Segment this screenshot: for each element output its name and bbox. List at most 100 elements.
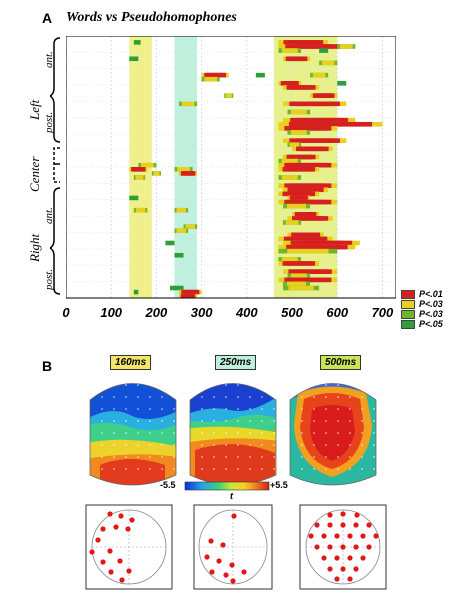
topomap-electrode-dot <box>301 456 303 458</box>
x-tick-label: 100 <box>100 305 123 320</box>
topomap-electrode-dot <box>237 444 239 446</box>
topomap-electrode-dot <box>313 420 315 422</box>
significance-cell <box>290 199 326 205</box>
topomap-electrode-dot <box>125 444 127 446</box>
topomap-electrode-dot <box>149 420 151 422</box>
topomap-electrode-dot <box>261 456 263 458</box>
topomap-electrode-dot <box>337 384 339 386</box>
x-tick-label: 700 <box>371 305 394 320</box>
topomap-electrode-dot <box>101 396 103 398</box>
topomap-electrode-dot <box>313 432 315 434</box>
significance-cell <box>153 171 160 176</box>
time-label-500: 500ms <box>320 355 362 370</box>
legend-swatch-p03-green <box>401 309 415 319</box>
topomap-electrode-dot <box>273 384 275 386</box>
topomap-electrode-dot <box>161 384 163 386</box>
topomap-electrode-dot <box>101 456 103 458</box>
topomap-electrode-dot <box>301 444 303 446</box>
topomap-electrode-dot <box>313 456 315 458</box>
topomap-electrode-dot <box>237 420 239 422</box>
topomap-electrode-dot <box>213 432 215 434</box>
topomap-electrode-dot <box>361 444 363 446</box>
electrode-panel-500 <box>299 504 387 590</box>
topomap-electrode-dot <box>373 408 375 410</box>
topomap-electrode-dot <box>301 408 303 410</box>
topomap-electrode-dot <box>373 444 375 446</box>
topomap-electrode-dot <box>101 408 103 410</box>
topomap-electrode-dot <box>337 396 339 398</box>
topography-panel <box>85 383 387 590</box>
colorbar <box>184 481 270 491</box>
topomap-electrode-dot <box>201 408 203 410</box>
topomap-electrode-dot <box>137 468 139 470</box>
significance-cell <box>295 138 334 143</box>
significance-cell <box>204 76 217 82</box>
topomap-electrode-dot <box>225 420 227 422</box>
significance-cell <box>132 167 144 172</box>
significance-cell <box>165 240 175 246</box>
significance-cell <box>339 44 353 49</box>
topomap-electrode-dot <box>213 468 215 470</box>
topomap-electrode-dot <box>125 420 127 422</box>
significance-cell <box>281 158 298 164</box>
topomap-electrode-dot <box>337 408 339 410</box>
significance-cell <box>289 142 300 148</box>
topomap-electrode-dot <box>349 444 351 446</box>
topomap-electrode-dot <box>149 384 151 386</box>
significance-cell <box>207 72 224 78</box>
topomap-electrode-dot <box>373 384 375 386</box>
topomap-electrode-dot <box>201 432 203 434</box>
topomap-electrode-dot <box>225 408 227 410</box>
significance-cell <box>290 130 307 135</box>
topomap-electrode-dot <box>225 444 227 446</box>
significance-cell <box>292 44 333 49</box>
topomap-electrode-dot <box>237 384 239 386</box>
significance-heatmap <box>66 36 396 299</box>
significance-cell <box>297 212 314 217</box>
significance-cell <box>315 93 332 98</box>
significance-cell <box>281 257 298 262</box>
region-brackets <box>50 37 61 295</box>
topomap-electrode-dot <box>361 456 363 458</box>
topomap-electrode-dot <box>373 456 375 458</box>
topomap-electrode-dot <box>337 432 339 434</box>
significance-cell <box>287 203 307 209</box>
significance-cell <box>285 220 299 225</box>
topomap-electrode-dot <box>161 444 163 446</box>
topomap-electrode-dot <box>301 432 303 434</box>
topomap-electrode-dot <box>325 444 327 446</box>
topomap-electrode-dot <box>361 432 363 434</box>
topomap-electrode-dot <box>201 420 203 422</box>
topomap-electrode-dot <box>149 444 151 446</box>
significance-cell <box>287 281 307 287</box>
topomap-electrode-dot <box>373 396 375 398</box>
topomap-electrode-dot <box>137 420 139 422</box>
topomap-electrode-dot <box>137 456 139 458</box>
topomap-electrode-dot <box>237 396 239 398</box>
topomap-electrode-dot <box>249 408 251 410</box>
topomap-electrode-dot <box>137 432 139 434</box>
significance-cell <box>129 56 139 62</box>
topomap-electrode-dot <box>173 420 175 422</box>
topomap-electrode-dot <box>225 468 227 470</box>
significance-cell <box>295 101 334 107</box>
colorbar-min-label: -5.5 <box>160 480 176 490</box>
topomap-electrode-dot <box>273 432 275 434</box>
topomap-electrode-dot <box>249 444 251 446</box>
topomap-electrode-dot <box>213 444 215 446</box>
topomap-electrode-dot <box>125 432 127 434</box>
topomap-electrode-dot <box>173 432 175 434</box>
significance-cell <box>129 195 139 201</box>
topomap-electrode-dot <box>273 444 275 446</box>
significance-cell <box>298 240 345 246</box>
significance-cell <box>337 81 347 86</box>
significance-cell <box>182 171 194 176</box>
topomap-electrode-dot <box>273 396 275 398</box>
topomap-electrode-dot <box>373 432 375 434</box>
topomap-electrode-dot <box>113 432 115 434</box>
significance-cell <box>300 146 325 152</box>
topomap-electrode-dot <box>113 420 115 422</box>
significance-cell <box>290 126 326 131</box>
topomap-electrode-dot <box>261 420 263 422</box>
significance-cell <box>294 232 317 238</box>
